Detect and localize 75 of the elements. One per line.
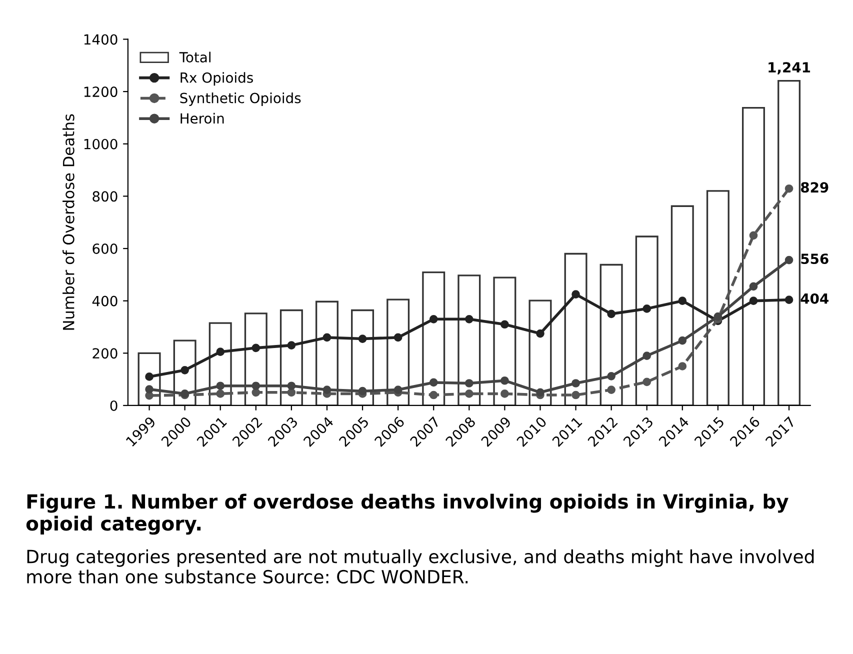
legend-label: Rx Opioids <box>180 72 253 86</box>
bar <box>635 236 658 406</box>
point <box>500 390 509 398</box>
point <box>216 390 225 398</box>
point <box>464 390 474 398</box>
point <box>252 344 260 352</box>
point <box>500 320 509 329</box>
text: Figure 1. Number of overdose deaths involving opioids in Virginia, by opioid category. <box>26 494 788 535</box>
point <box>784 184 794 193</box>
bar <box>670 205 694 406</box>
point <box>216 348 225 356</box>
point <box>642 352 652 360</box>
point <box>607 386 616 394</box>
point <box>678 336 687 345</box>
y-tick-label: 800 <box>92 191 118 202</box>
point <box>322 386 332 394</box>
text: Drug categories presented are not mutually exclusive, and deaths might have involved more than one substance Source: CDC WONDER. <box>27 549 814 584</box>
y-tick-label: 600 <box>92 243 118 254</box>
point <box>536 388 544 397</box>
point <box>322 333 332 342</box>
data-label: 404 <box>800 293 828 304</box>
y-tick-label: 1400 <box>84 34 118 45</box>
y-tick-label: 1000 <box>84 138 118 150</box>
point <box>678 362 687 370</box>
legend-label: Synthetic Opioids <box>180 92 301 106</box>
bar <box>422 271 446 406</box>
y-tick-label: 200 <box>92 348 118 359</box>
point <box>572 379 580 388</box>
point <box>429 390 438 400</box>
point <box>464 379 474 388</box>
point <box>394 333 402 342</box>
point <box>287 341 296 350</box>
point <box>252 382 260 390</box>
legend-label: Total <box>179 52 210 62</box>
point <box>536 329 544 338</box>
y-tick-label: 400 <box>92 296 118 306</box>
point <box>145 372 154 381</box>
point <box>358 386 367 396</box>
point <box>784 296 794 304</box>
data-label: 556 <box>801 254 828 264</box>
data-label: 1,241 <box>768 62 810 74</box>
bar <box>564 252 588 406</box>
y-axis-title: Number of Overdose Deaths <box>62 114 74 330</box>
point <box>607 310 616 318</box>
point <box>216 382 225 390</box>
y-tick-label: 0 <box>110 400 118 411</box>
bar <box>706 190 730 406</box>
point <box>714 312 722 321</box>
point <box>784 256 794 264</box>
point <box>749 282 758 291</box>
point <box>464 314 474 324</box>
point <box>287 382 296 390</box>
point <box>642 304 652 313</box>
point <box>429 378 438 387</box>
point <box>572 390 580 400</box>
legend-label: Heroin <box>180 112 224 124</box>
point <box>180 366 189 374</box>
point <box>749 296 758 306</box>
point <box>572 290 580 298</box>
point <box>145 385 154 394</box>
bar <box>742 106 765 406</box>
point <box>749 231 758 240</box>
y-tick-label: 1200 <box>84 86 118 98</box>
point <box>678 296 687 306</box>
point <box>394 386 402 394</box>
point <box>500 376 509 385</box>
point <box>429 314 438 324</box>
bar <box>778 80 801 406</box>
point <box>607 372 616 380</box>
point <box>642 378 652 386</box>
point <box>252 388 260 397</box>
bar <box>493 276 516 406</box>
point <box>358 334 367 343</box>
bar <box>600 264 623 406</box>
data-label: 829 <box>800 182 828 193</box>
